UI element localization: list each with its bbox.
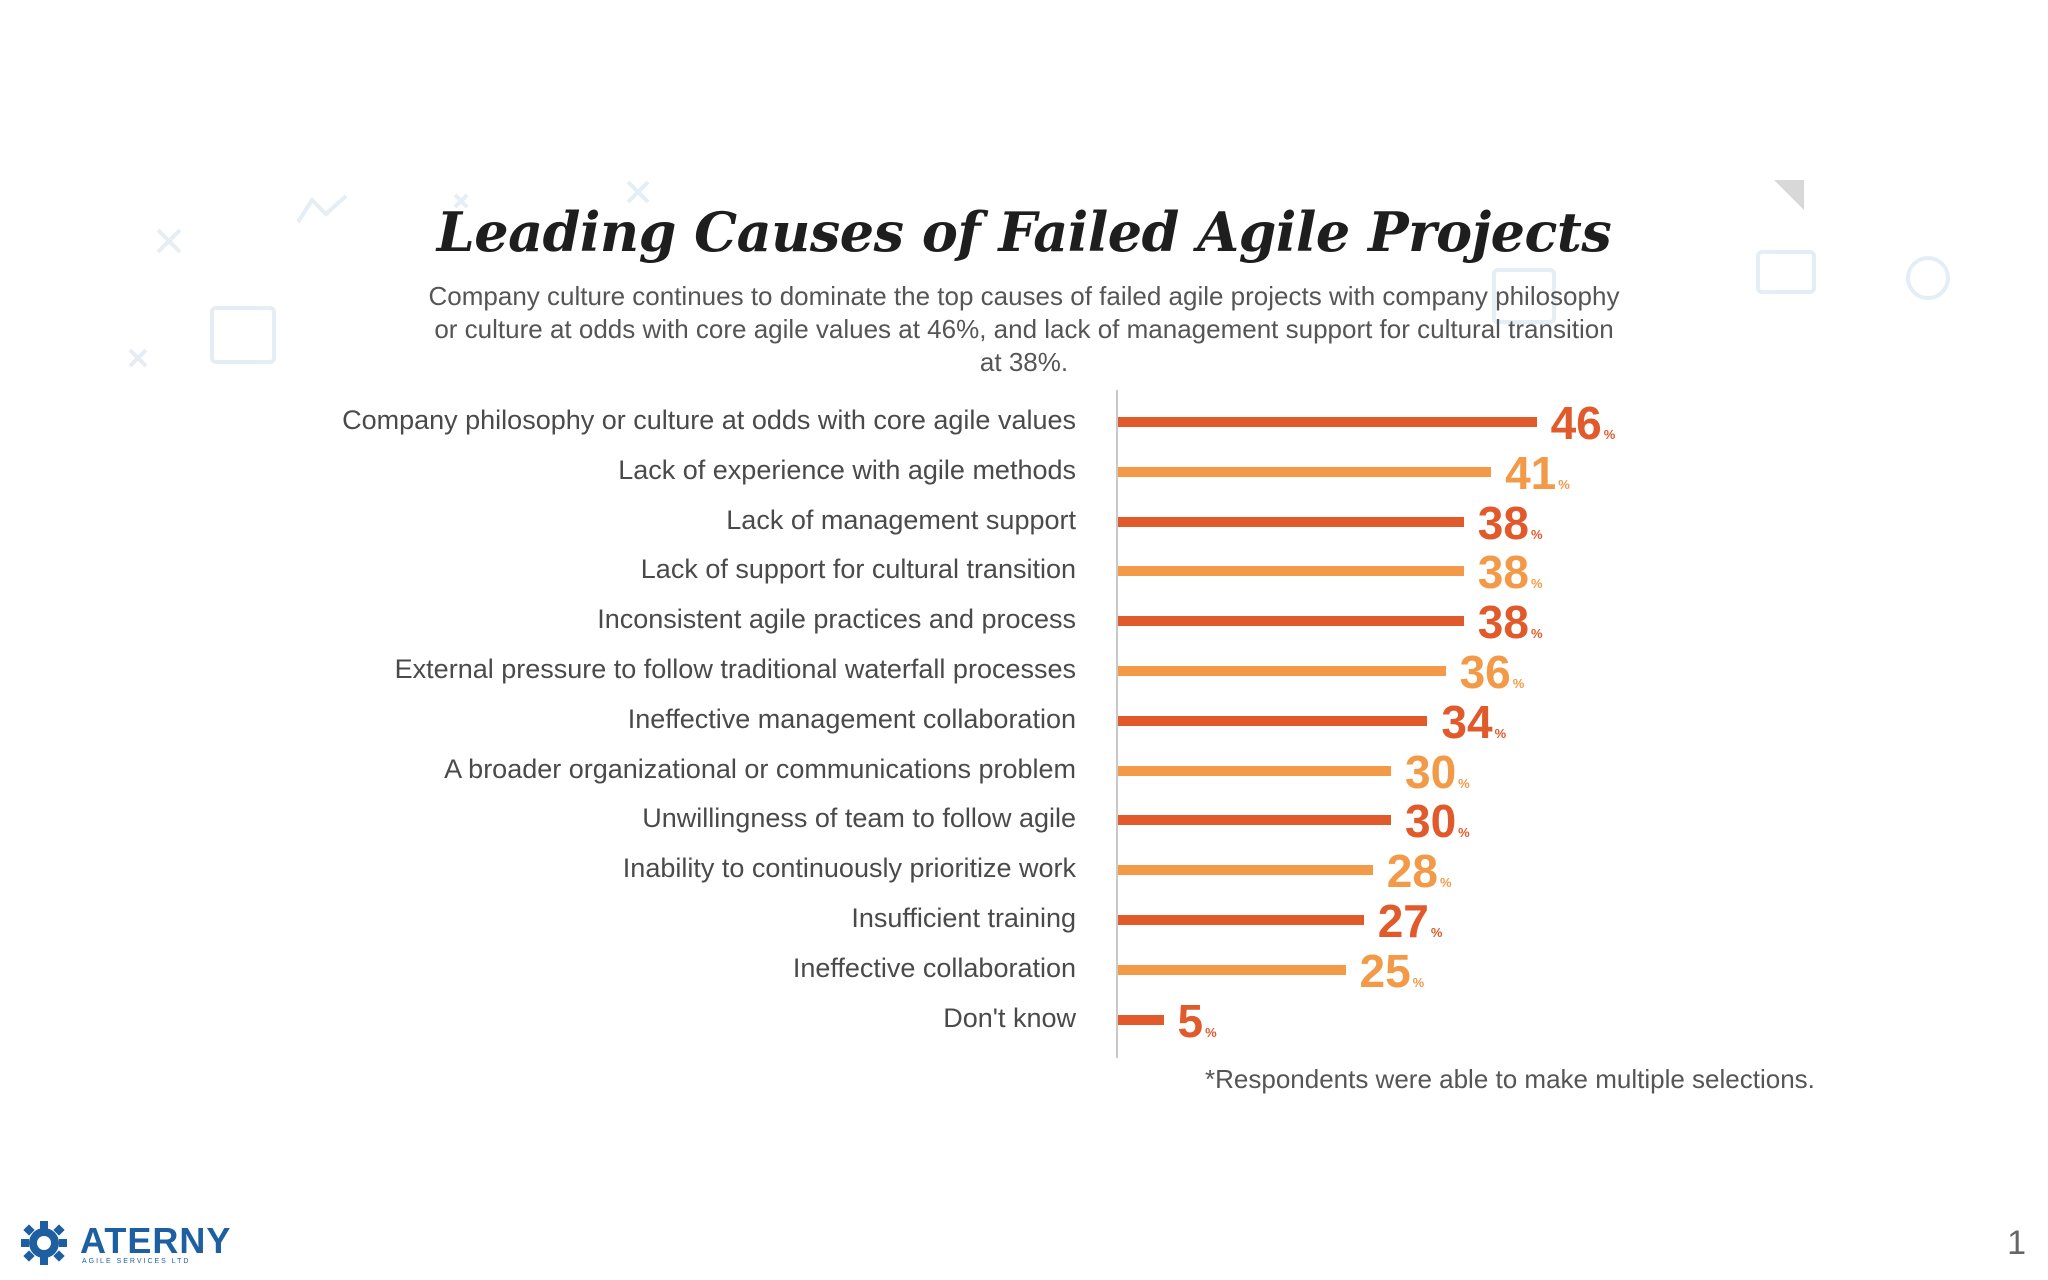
category-label: Ineffective management collaboration	[627, 703, 1076, 734]
category-label: Lack of support for cultural transition	[640, 554, 1076, 585]
value-percent-sign: %	[1458, 775, 1470, 791]
value-label: 30%	[1405, 749, 1470, 795]
category-label: Unwillingness of team to follow agile	[642, 803, 1076, 834]
category-label: Company philosophy or culture at odds wi…	[342, 405, 1076, 435]
value-number: 46	[1550, 397, 1602, 449]
bar	[1118, 466, 1492, 477]
value-number: 36	[1459, 646, 1511, 698]
value-number: 28	[1386, 845, 1438, 898]
value-label: 36%	[1460, 649, 1525, 695]
decorative-box-icon	[1492, 268, 1556, 324]
value-percent-sign: %	[1412, 974, 1425, 990]
bar	[1118, 566, 1464, 577]
decorative-card-icon	[1756, 250, 1816, 294]
value-label: 34%	[1441, 699, 1506, 745]
value-label: 38%	[1478, 599, 1543, 645]
value-number: 27	[1377, 895, 1429, 947]
chart-axis-line	[1116, 390, 1118, 1058]
decorative-x-icon	[453, 193, 469, 209]
decorative-x-icon	[156, 228, 182, 254]
chart-title: Leading Causes of Failed Agile Projects	[436, 200, 1612, 264]
value-number: 38	[1477, 546, 1529, 599]
gear-icon	[21, 1221, 67, 1265]
bar	[1118, 765, 1391, 776]
value-percent-sign: %	[1205, 1024, 1217, 1040]
value-percent-sign: %	[1558, 476, 1570, 492]
category-label: Don't know	[943, 1002, 1076, 1033]
logo-tagline: AGILE SERVICES LTD	[82, 1258, 191, 1265]
chart-subtitle: Company culture continues to dominate th…	[428, 281, 1620, 377]
value-label: 41%	[1505, 450, 1570, 496]
logo-wordmark: ATERNY	[80, 1220, 232, 1261]
value-number: 30	[1405, 795, 1457, 848]
value-label: 25%	[1360, 948, 1425, 994]
value-number: 25	[1359, 944, 1411, 997]
value-label: 46%	[1551, 400, 1616, 446]
category-label: Lack of experience with agile methods	[618, 454, 1076, 485]
value-number: 38	[1477, 596, 1529, 649]
decorative-corner-icon	[1774, 180, 1804, 210]
value-number: 38	[1477, 496, 1529, 549]
value-label: 30%	[1405, 798, 1470, 844]
category-label: Ineffective collaboration	[792, 952, 1076, 983]
category-label: A broader organizational or communicatio…	[444, 753, 1076, 784]
value-percent-sign: %	[1530, 576, 1543, 592]
decorative-circle-icon	[1906, 256, 1950, 300]
bar	[1118, 1014, 1164, 1025]
value-number: 34	[1441, 695, 1493, 748]
value-label: 28%	[1387, 848, 1452, 894]
category-label: Lack of management support	[726, 504, 1076, 535]
value-percent-sign: %	[1603, 427, 1616, 442]
bar	[1118, 865, 1373, 876]
value-label: 27%	[1378, 898, 1443, 944]
decorative-x-icon	[626, 180, 650, 204]
value-label: 5%	[1178, 998, 1217, 1044]
page-number: 1	[2007, 1224, 2026, 1262]
company-logo: ATERNY AGILE SERVICES LTD	[16, 1218, 256, 1268]
value-percent-sign: %	[1430, 925, 1443, 940]
bar	[1118, 815, 1391, 826]
value-percent-sign: %	[1439, 875, 1452, 891]
category-label: Insufficient training	[851, 903, 1076, 933]
bar	[1118, 616, 1464, 627]
bar	[1118, 516, 1464, 527]
value-number: 41	[1505, 446, 1557, 499]
decorative-x-icon	[128, 348, 148, 368]
decorative-box-icon	[210, 306, 276, 364]
decorative-chart-icon	[296, 194, 348, 224]
value-percent-sign: %	[1530, 626, 1543, 642]
value-percent-sign: %	[1494, 725, 1507, 741]
bar	[1118, 715, 1428, 726]
category-label: External pressure to follow traditional …	[394, 654, 1076, 684]
bar	[1118, 964, 1346, 975]
chart-footnote: *Respondents were able to make multiple …	[1205, 1064, 1815, 1094]
value-label: 38%	[1478, 549, 1543, 595]
value-percent-sign: %	[1530, 526, 1543, 542]
category-label: Inability to continuously prioritize wor…	[622, 853, 1076, 884]
value-number: 5	[1177, 994, 1204, 1047]
value-percent-sign: %	[1512, 676, 1525, 691]
value-label: 38%	[1478, 500, 1543, 546]
bar	[1118, 915, 1364, 925]
category-label: Inconsistent agile practices and process	[597, 604, 1076, 635]
value-number: 30	[1405, 745, 1457, 798]
bar	[1118, 417, 1537, 427]
value-percent-sign: %	[1458, 825, 1470, 841]
bar	[1118, 666, 1446, 676]
